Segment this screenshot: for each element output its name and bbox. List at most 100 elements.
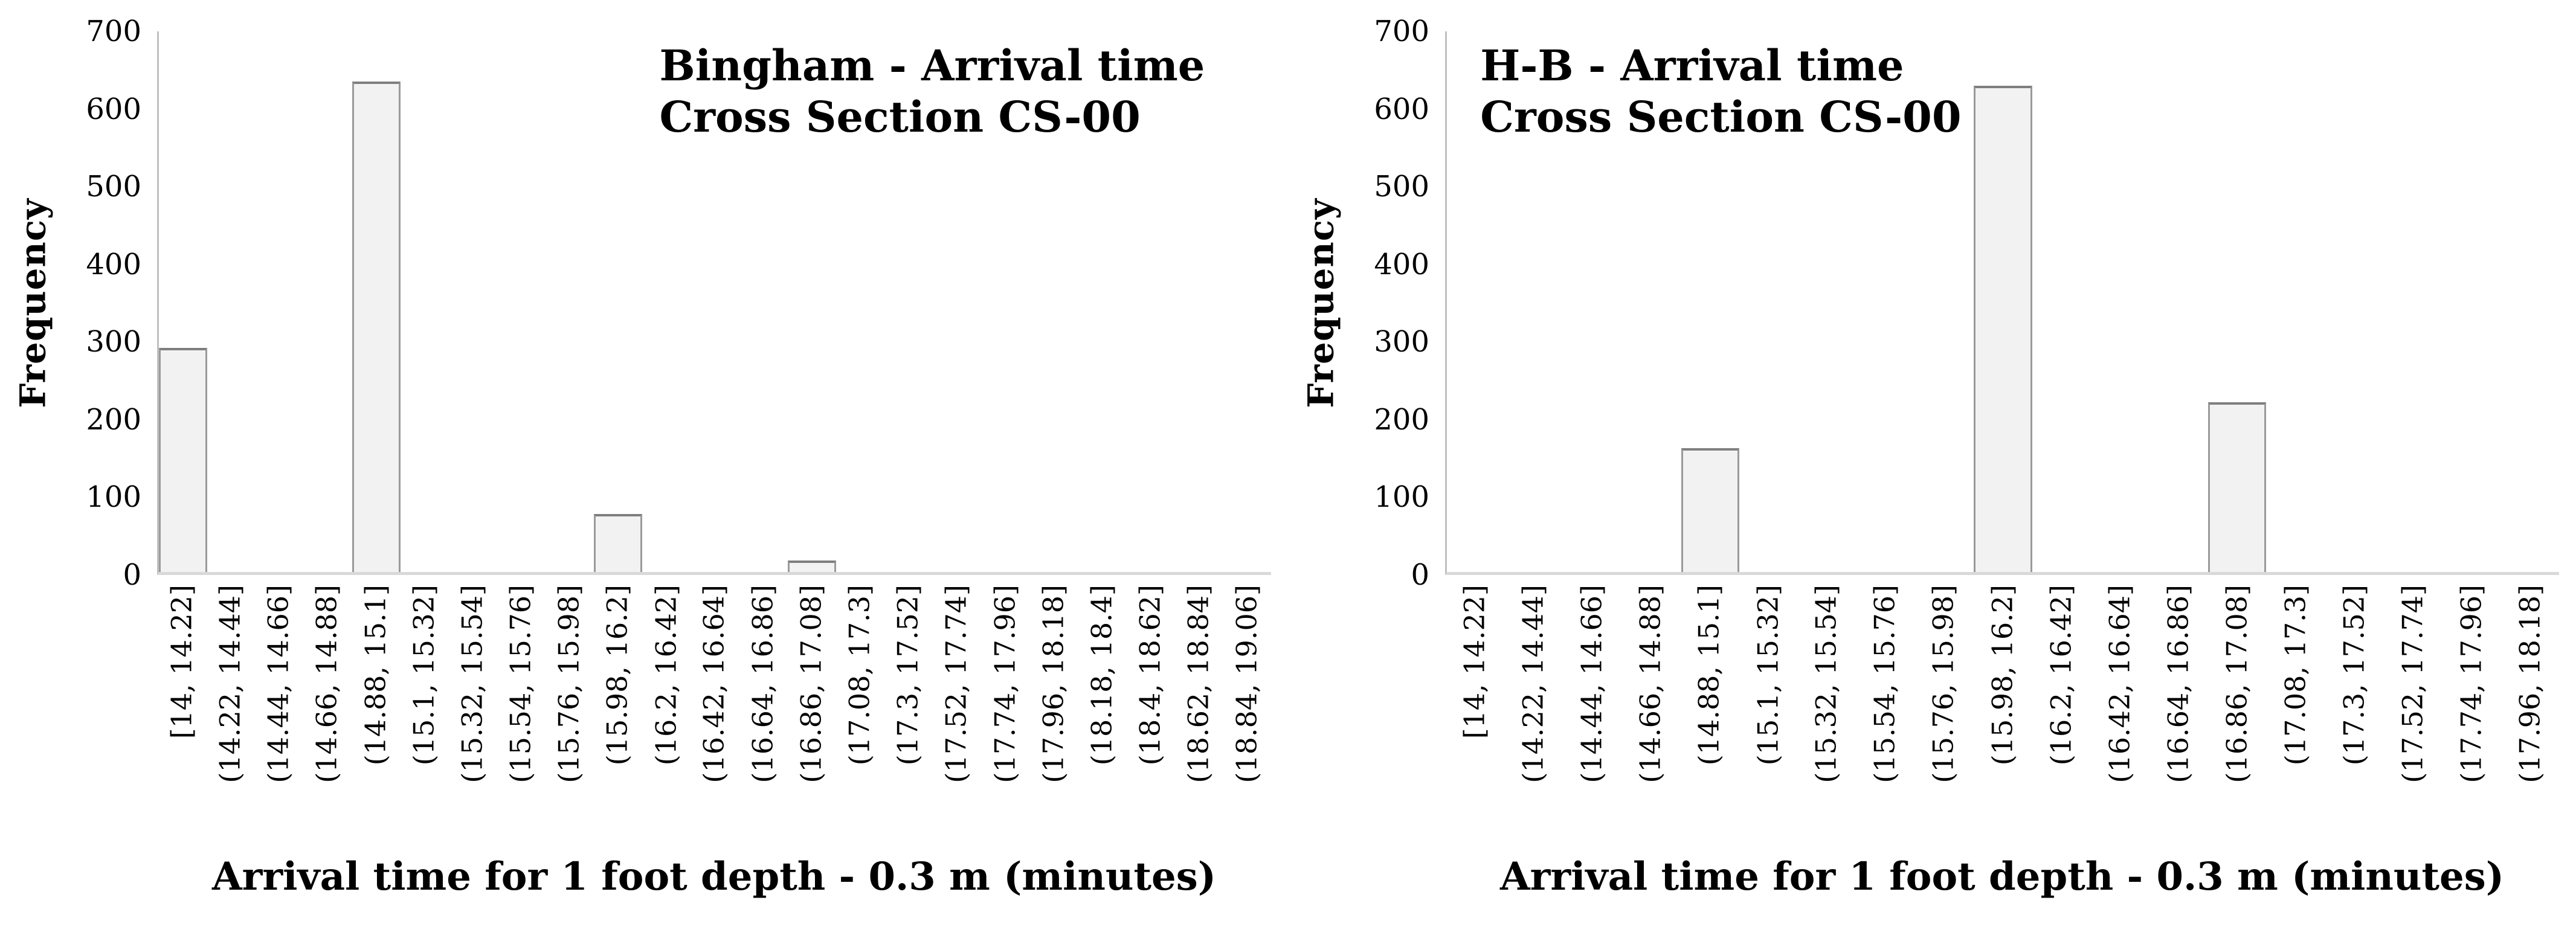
x-tick: (15.32, 15.54] — [1797, 575, 1855, 848]
y-axis-ticks: 700 600 500 400 300 200 100 0 — [1354, 14, 1445, 592]
histogram-bin — [1856, 31, 1915, 572]
plot-bins — [1447, 31, 2559, 572]
x-tick-label: (15.76, 15.98] — [552, 585, 585, 783]
x-tick: (15.54, 15.76] — [496, 575, 544, 848]
chart-title: H-B - Arrival time Cross Section CS-00 — [1480, 40, 1961, 143]
x-tick: (17.96, 18.18] — [2500, 575, 2559, 848]
y-tick-label: 200 — [86, 402, 141, 437]
bar — [352, 82, 401, 572]
chart-hb: Frequency 700 600 500 400 300 200 100 0 H-B - A… — [1288, 0, 2576, 938]
histogram-bin — [642, 31, 691, 572]
x-tick-label: (17.08, 17.3] — [2279, 585, 2312, 766]
x-tick-label: (15.54, 15.76] — [1868, 585, 1901, 783]
y-tick-label: 100 — [1374, 480, 1429, 515]
x-tick: (15.98, 16.2] — [593, 575, 642, 848]
bar — [787, 560, 836, 572]
x-tick: (15.98, 16.2] — [1972, 575, 2031, 848]
histogram-bin — [1564, 31, 1623, 572]
x-tick-label: (15.54, 15.76] — [504, 585, 537, 783]
histogram-bin — [159, 31, 208, 572]
x-tick-label: (18.18, 18.4] — [1085, 585, 1118, 766]
x-tick-label: (16.42, 16.64] — [2103, 585, 2136, 783]
x-axis-title: Arrival time for 1 foot depth - 0.3 m (m… — [1499, 854, 2505, 899]
y-tick-label: 700 — [1374, 14, 1429, 48]
chart-title-line1: H-B - Arrival time — [1480, 40, 1904, 91]
x-tick: (17.08, 17.3] — [835, 575, 883, 848]
y-axis-title: Frequency — [0, 31, 66, 575]
histogram-bin — [2149, 31, 2208, 572]
plot-bins — [159, 31, 1271, 572]
histogram-bin — [2091, 31, 2149, 572]
x-tick-label: (14.44, 14.66] — [262, 585, 295, 783]
bar — [2207, 402, 2267, 572]
x-tick: (17.96, 18.18] — [1029, 575, 1077, 848]
x-tick-label: (16.64, 16.86] — [746, 585, 779, 783]
histogram-bin — [2032, 31, 2091, 572]
x-tick-label: (16.42, 16.64] — [697, 585, 730, 783]
y-tick-label: 200 — [1374, 402, 1429, 437]
y-tick-label: 100 — [86, 480, 141, 515]
x-tick-label: (17.96, 18.18] — [1037, 585, 1070, 783]
x-tick-label: (17.08, 17.3] — [843, 585, 876, 766]
x-tick-label: (18.4, 18.62] — [1133, 585, 1167, 766]
histogram-bin — [1174, 31, 1223, 572]
histogram-bin — [884, 31, 933, 572]
bar — [159, 348, 208, 572]
histogram-bin — [449, 31, 497, 572]
plot-area: H-B - Arrival time Cross Section CS-00 — [1445, 31, 2559, 575]
histogram-bin — [1681, 31, 1740, 572]
histogram-bin — [933, 31, 981, 572]
chart-title-line2: Cross Section CS-00 — [1480, 92, 1962, 143]
histogram-bin — [981, 31, 1029, 572]
x-tick-label: (18.84, 19.06] — [1230, 585, 1263, 783]
x-tick-label: (16.86, 17.08] — [794, 585, 828, 783]
x-tick: (16.64, 16.86] — [738, 575, 787, 848]
x-tick-label: (17.52, 17.74] — [2396, 585, 2429, 783]
x-tick: (15.76, 15.98] — [1914, 575, 1972, 848]
bar — [1681, 448, 1740, 572]
x-tick-label: (14.66, 14.88] — [1634, 585, 1667, 783]
x-tick: (14.44, 14.66] — [254, 575, 302, 848]
x-tick-label: (16.64, 16.86] — [2162, 585, 2195, 783]
histogram-bin — [836, 31, 884, 572]
x-axis-ticks: [14, 14.22] (14.22, 14.44] (14.44, 14.66] (… — [1445, 575, 2559, 848]
histogram-bin — [352, 31, 401, 572]
x-tick-label: (16.86, 17.08] — [2220, 585, 2253, 783]
x-tick-label: (17.52, 17.74] — [939, 585, 973, 783]
x-tick-label: (17.74, 17.96] — [988, 585, 1022, 783]
y-tick-label: 500 — [86, 170, 141, 204]
histogram-bin — [2383, 31, 2442, 572]
x-tick-label: (17.3, 17.52] — [2337, 585, 2371, 766]
histogram-bin — [2266, 31, 2325, 572]
x-tick: (17.08, 17.3] — [2266, 575, 2325, 848]
x-tick: (14.22, 14.44] — [1504, 575, 1562, 848]
x-tick-label: (18.62, 18.84] — [1182, 585, 1215, 783]
histogram-bin — [256, 31, 304, 572]
histogram-bin — [1974, 31, 2032, 572]
histogram-bin — [2325, 31, 2383, 572]
x-tick: (14.88, 15.1] — [1679, 575, 1738, 848]
y-tick-label: 500 — [1374, 170, 1429, 204]
x-tick: [14, 14.22] — [1445, 575, 1504, 848]
histogram-bin — [739, 31, 788, 572]
y-tick-label: 600 — [1374, 92, 1429, 126]
y-axis-ticks: 700 600 500 400 300 200 100 0 — [66, 14, 157, 592]
x-tick: (18.18, 18.4] — [1077, 575, 1125, 848]
x-tick: (17.74, 17.96] — [980, 575, 1029, 848]
x-tick-label: (17.96, 18.18] — [2513, 585, 2546, 783]
x-tick: (17.3, 17.52] — [884, 575, 932, 848]
x-tick-label: (17.74, 17.96] — [2455, 585, 2488, 783]
histogram-bin — [1078, 31, 1126, 572]
x-tick-label: (15.1, 15.32] — [1751, 585, 1784, 766]
y-axis-title-text: Frequency — [13, 198, 54, 408]
x-tick: (16.42, 16.64] — [2090, 575, 2149, 848]
x-tick-label: (14.88, 15.1] — [358, 585, 391, 766]
y-tick-label: 0 — [123, 558, 141, 592]
x-tick-label: (15.98, 16.2] — [601, 585, 634, 766]
x-tick-label: (15.1, 15.32] — [407, 585, 440, 766]
y-tick-label: 300 — [1374, 325, 1429, 359]
x-tick: (15.76, 15.98] — [544, 575, 593, 848]
x-tick: (14.88, 15.1] — [351, 575, 399, 848]
x-tick: (17.52, 17.74] — [2383, 575, 2442, 848]
x-tick: (17.74, 17.96] — [2442, 575, 2500, 848]
